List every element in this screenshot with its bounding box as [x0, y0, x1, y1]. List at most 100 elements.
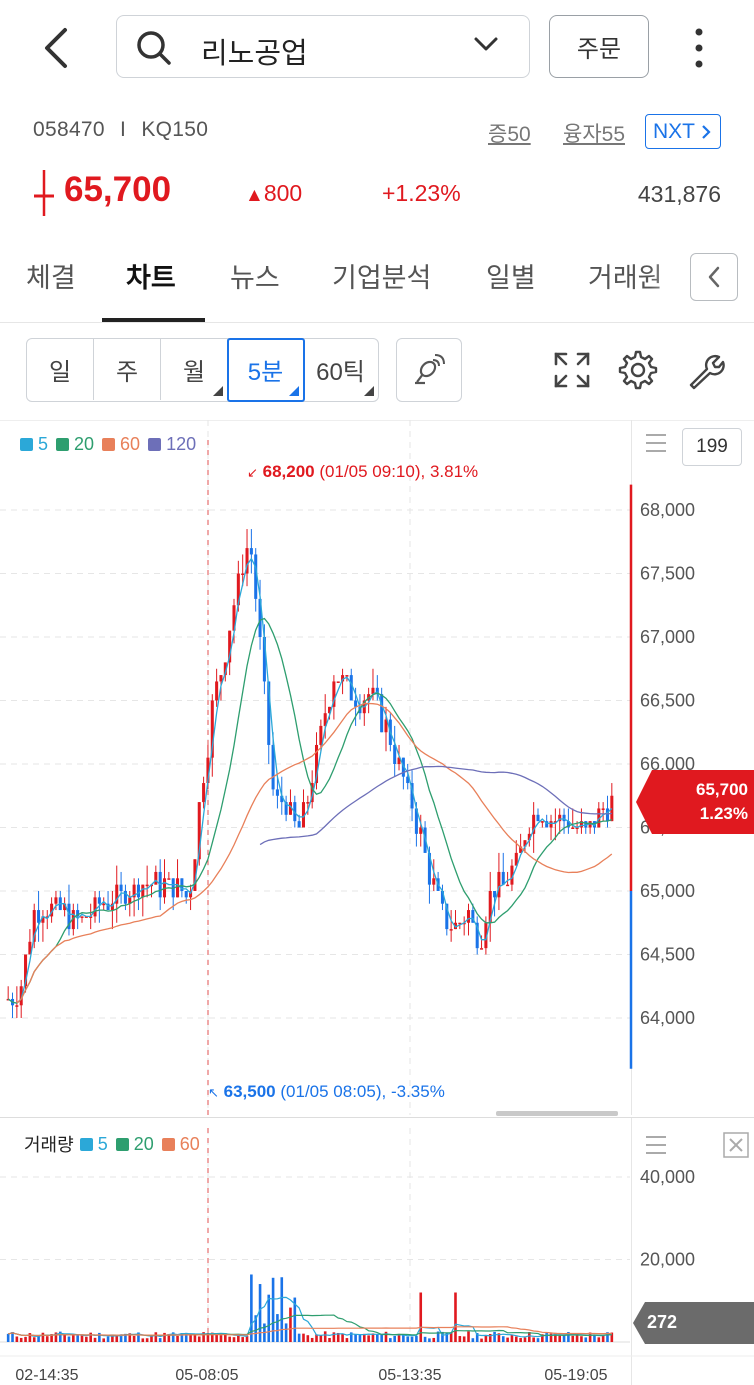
- search-value: 리노공업: [201, 38, 308, 70]
- volume-bar: [289, 1307, 292, 1342]
- candle-body: [180, 878, 184, 891]
- legend-swatch: [161, 1137, 175, 1151]
- candle-body: [536, 814, 540, 822]
- legend-swatch: [56, 438, 70, 451]
- candle-body: [588, 821, 592, 828]
- candle-body: [349, 675, 353, 701]
- volume-bar: [119, 1334, 123, 1342]
- volume-bar: [193, 1333, 197, 1342]
- candle-body: [605, 808, 610, 822]
- volume-chart[interactable]: 40,000 20,000 02-14:35 05-08:05 05-13:35 05-1…: [0, 1118, 754, 1385]
- chevron-down-icon[interactable]: [473, 36, 499, 54]
- more-menu-button[interactable]: [684, 24, 714, 72]
- candle-body: [532, 814, 536, 834]
- tab-trades[interactable]: 체결: [26, 263, 76, 293]
- candle-body: [475, 922, 479, 949]
- loan-tag[interactable]: 융자55: [563, 123, 625, 146]
- volume-tag-shape: [633, 1302, 754, 1344]
- nxt-label: NXT: [653, 119, 695, 143]
- candle-body: [193, 859, 197, 891]
- chart-scrollbar[interactable]: [496, 1111, 618, 1116]
- tools-button[interactable]: [684, 348, 728, 392]
- toolbar-divider: [0, 420, 754, 421]
- volume-bar: [158, 1338, 162, 1342]
- menu-icon[interactable]: [644, 432, 668, 454]
- period-5min[interactable]: 5분: [226, 337, 305, 402]
- dropdown-corner-icon: [213, 386, 223, 396]
- search-icon: [137, 31, 171, 65]
- tab-chart[interactable]: 차트: [126, 263, 176, 293]
- chart-settings-button[interactable]: [616, 348, 660, 392]
- period-week[interactable]: 주: [94, 339, 161, 400]
- market-index: KQ150: [141, 118, 209, 141]
- high-detail: (01/05 09:10), 3.81%: [319, 462, 479, 481]
- stock-search-field[interactable]: 리노공업: [116, 15, 530, 78]
- candle-body: [93, 897, 97, 917]
- volume-bar: [315, 1334, 318, 1342]
- volume-bar: [493, 1331, 496, 1342]
- price-tag-text: 65,700 1.23%: [696, 778, 748, 826]
- vma-line-60: [8, 1326, 612, 1337]
- dropdown-corner-icon: [364, 386, 374, 396]
- volume-bar: [171, 1332, 175, 1342]
- candle-body: [354, 700, 358, 707]
- legend-swatch: [102, 438, 116, 451]
- tab-company-analysis[interactable]: 기업분석: [332, 263, 432, 293]
- volume-bar: [389, 1338, 392, 1342]
- candle-body: [24, 954, 28, 987]
- volume-bar: [528, 1332, 531, 1342]
- price-chart[interactable]: 68,00067,50067,00066,50066,00065,50065,0…: [0, 420, 754, 1120]
- candle-body: [549, 821, 553, 828]
- candle-count-badge[interactable]: 199: [682, 428, 742, 466]
- order-button[interactable]: 주문: [549, 15, 649, 78]
- fullscreen-button[interactable]: [550, 348, 594, 392]
- volume-bar: [15, 1336, 19, 1342]
- price-change-value: 800: [263, 180, 303, 206]
- volume-bar: [271, 1277, 275, 1342]
- candle-body: [414, 808, 418, 834]
- period-month[interactable]: 월: [161, 339, 228, 400]
- volume-bar: [267, 1294, 271, 1342]
- candle-body: [384, 719, 388, 733]
- period-day[interactable]: 일: [27, 339, 94, 400]
- volume-bar: [19, 1337, 23, 1342]
- volume-bar: [554, 1332, 557, 1342]
- volume-bar: [184, 1332, 188, 1342]
- volume-bar: [302, 1333, 305, 1342]
- volume-bar: [37, 1336, 40, 1342]
- volume-bar: [58, 1331, 62, 1342]
- legend-vma20: 20: [133, 1133, 154, 1154]
- candle-body: [249, 548, 253, 555]
- tab-scroll-button[interactable]: [690, 253, 738, 301]
- tab-daily[interactable]: 일별: [486, 263, 536, 293]
- drawing-tool-button[interactable]: [396, 338, 462, 402]
- volume-bar: [588, 1332, 592, 1342]
- candle-body: [132, 884, 136, 898]
- margin-tag[interactable]: 증50: [488, 123, 531, 146]
- volume-bar: [349, 1332, 353, 1342]
- low-label: ↖ 63,500 (01/05 08:05), -3.35%: [208, 1082, 445, 1102]
- candle-body: [275, 789, 279, 796]
- volume-tick-label: 40,000: [640, 1167, 695, 1187]
- period-60tick[interactable]: 60틱: [303, 339, 378, 400]
- candle-body: [393, 744, 397, 764]
- back-button[interactable]: [28, 22, 84, 74]
- volume-tag-value: 272: [647, 1312, 678, 1332]
- volume-bar: [362, 1333, 366, 1342]
- volume-title: 거래량: [24, 1135, 74, 1155]
- wrench-icon: [689, 354, 725, 390]
- close-icon[interactable]: [723, 1132, 749, 1158]
- menu-icon[interactable]: [644, 1134, 668, 1156]
- tab-news[interactable]: 뉴스: [230, 263, 280, 293]
- candle-body: [488, 891, 492, 923]
- candle-body: [71, 910, 75, 930]
- candle-body: [97, 897, 101, 904]
- current-volume-tag: 272: [633, 1302, 754, 1344]
- volume-bar: [50, 1334, 53, 1342]
- volume-bar: [232, 1337, 236, 1342]
- candle-body: [397, 757, 401, 764]
- volume-bar: [106, 1336, 110, 1342]
- volume-bar: [536, 1338, 540, 1342]
- volume-bar: [224, 1333, 227, 1342]
- nxt-button[interactable]: NXT: [645, 114, 721, 149]
